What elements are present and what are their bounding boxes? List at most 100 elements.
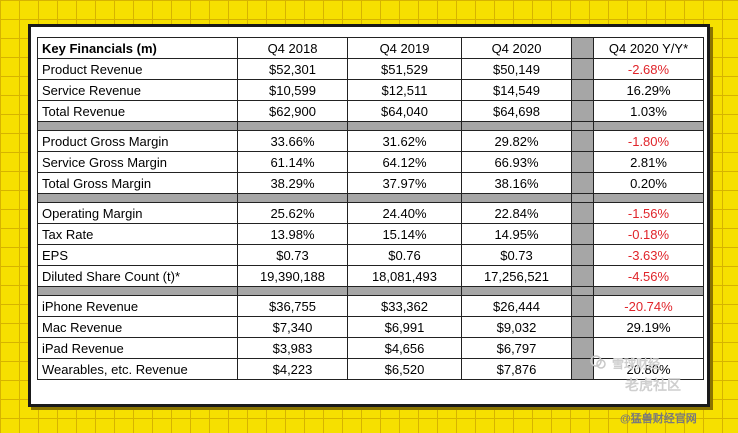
header-yoy: Q4 2020 Y/Y* <box>593 37 704 59</box>
gap-cell <box>571 295 594 317</box>
cell-q4-2019: 64.12% <box>347 151 462 173</box>
cell-q4-2020: $14,549 <box>461 79 572 101</box>
cell-q4-2020: $6,797 <box>461 337 572 359</box>
row-label: Total Revenue <box>37 100 238 122</box>
table-row: Tax Rate 13.98% 15.14% 14.95% -0.18% <box>37 223 704 245</box>
table-row: iPad Revenue $3,983 $4,656 $6,797 <box>37 337 704 359</box>
separator-cell <box>571 286 594 296</box>
cell-q4-2020: $9,032 <box>461 316 572 338</box>
table-row: Diluted Share Count (t)* 19,390,188 18,081… <box>37 265 704 287</box>
row-label: EPS <box>37 244 238 266</box>
separator-cell <box>593 286 704 296</box>
cell-q4-2018: 61.14% <box>237 151 348 173</box>
table-row: Total Revenue $62,900 $64,040 $64,698 1.03% <box>37 100 704 122</box>
cell-q4-2020: 17,256,521 <box>461 265 572 287</box>
cell-q4-2020: 66.93% <box>461 151 572 173</box>
cell-yoy: 16.29% <box>593 79 704 101</box>
row-label: iPad Revenue <box>37 337 238 359</box>
separator-cell <box>571 193 594 203</box>
separator-cell <box>237 121 348 131</box>
cell-q4-2018: $4,223 <box>237 358 348 380</box>
cell-q4-2020: $26,444 <box>461 295 572 317</box>
cell-q4-2018: 13.98% <box>237 223 348 245</box>
cell-q4-2020: $50,149 <box>461 58 572 80</box>
watermark-xueqiu: 雪球财经 <box>612 357 661 371</box>
separator-cell <box>237 286 348 296</box>
separator-cell <box>461 286 572 296</box>
cell-q4-2018: $0.73 <box>237 244 348 266</box>
watermark-laohu: 老虎社区 <box>625 377 681 393</box>
cell-yoy: 29.19% <box>593 316 704 338</box>
cell-q4-2019: $33,362 <box>347 295 462 317</box>
row-label: Operating Margin <box>37 202 238 224</box>
gap-cell <box>571 58 594 80</box>
cell-yoy: 20.80% <box>593 358 704 380</box>
cell-q4-2018: 25.62% <box>237 202 348 224</box>
row-label: Total Gross Margin <box>37 172 238 194</box>
cell-q4-2019: $51,529 <box>347 58 462 80</box>
cell-q4-2018: $7,340 <box>237 316 348 338</box>
row-label: iPhone Revenue <box>37 295 238 317</box>
cell-q4-2018: 33.66% <box>237 130 348 152</box>
cell-q4-2020: $0.73 <box>461 244 572 266</box>
cell-q4-2018: 19,390,188 <box>237 265 348 287</box>
table-row: Wearables, etc. Revenue $4,223 $6,520 $7,87… <box>37 358 704 380</box>
cell-yoy: -20.74% <box>593 295 704 317</box>
row-label: Product Revenue <box>37 58 238 80</box>
table-row: Operating Margin 25.62% 24.40% 22.84% -1.56% <box>37 202 704 224</box>
gap-cell <box>571 172 594 194</box>
separator-cell <box>37 121 238 131</box>
cell-q4-2019: 37.97% <box>347 172 462 194</box>
cell-yoy: -3.63% <box>593 244 704 266</box>
cell-q4-2019: 31.62% <box>347 130 462 152</box>
cell-q4-2018: $10,599 <box>237 79 348 101</box>
cell-q4-2019: $12,511 <box>347 79 462 101</box>
gap-cell <box>571 151 594 173</box>
cell-yoy: -2.68% <box>593 58 704 80</box>
financials-table-frame: Key Financials (m) Q4 2018 Q4 2019 Q4 20… <box>28 24 710 407</box>
separator-cell <box>347 193 462 203</box>
table-row: Mac Revenue $7,340 $6,991 $9,032 29.19% <box>37 316 704 338</box>
cell-yoy: 2.81% <box>593 151 704 173</box>
header-q4-2018: Q4 2018 <box>237 37 348 59</box>
cell-q4-2018: $52,301 <box>237 58 348 80</box>
separator-row <box>37 286 704 296</box>
cell-q4-2019: 15.14% <box>347 223 462 245</box>
separator-cell <box>37 286 238 296</box>
table-row: Product Gross Margin 33.66% 31.62% 29.82% -1… <box>37 130 704 152</box>
row-label: Product Gross Margin <box>37 130 238 152</box>
gap-column <box>571 37 594 59</box>
cell-q4-2020: $7,876 <box>461 358 572 380</box>
cell-q4-2018: $36,755 <box>237 295 348 317</box>
row-label: Wearables, etc. Revenue <box>37 358 238 380</box>
header-q4-2019: Q4 2019 <box>347 37 462 59</box>
separator-row <box>37 193 704 203</box>
cell-q4-2019: $64,040 <box>347 100 462 122</box>
separator-cell <box>461 193 572 203</box>
separator-cell <box>347 286 462 296</box>
cell-q4-2018: 38.29% <box>237 172 348 194</box>
separator-cell <box>571 121 594 131</box>
row-label: Service Revenue <box>37 79 238 101</box>
gap-cell <box>571 130 594 152</box>
cell-yoy: -1.80% <box>593 130 704 152</box>
gap-cell <box>571 265 594 287</box>
separator-cell <box>461 121 572 131</box>
separator-cell <box>347 121 462 131</box>
gap-cell <box>571 100 594 122</box>
row-label: Service Gross Margin <box>37 151 238 173</box>
cell-q4-2019: $4,656 <box>347 337 462 359</box>
gap-cell <box>571 79 594 101</box>
cell-q4-2019: $0.76 <box>347 244 462 266</box>
cell-yoy: 0.20% <box>593 172 704 194</box>
cell-q4-2018: $3,983 <box>237 337 348 359</box>
cell-yoy: -0.18% <box>593 223 704 245</box>
cell-q4-2019: 24.40% <box>347 202 462 224</box>
separator-cell <box>593 193 704 203</box>
separator-row <box>37 121 704 131</box>
gap-cell <box>571 316 594 338</box>
separator-cell <box>37 193 238 203</box>
cell-q4-2019: 18,081,493 <box>347 265 462 287</box>
row-label: Tax Rate <box>37 223 238 245</box>
cell-q4-2020: 22.84% <box>461 202 572 224</box>
